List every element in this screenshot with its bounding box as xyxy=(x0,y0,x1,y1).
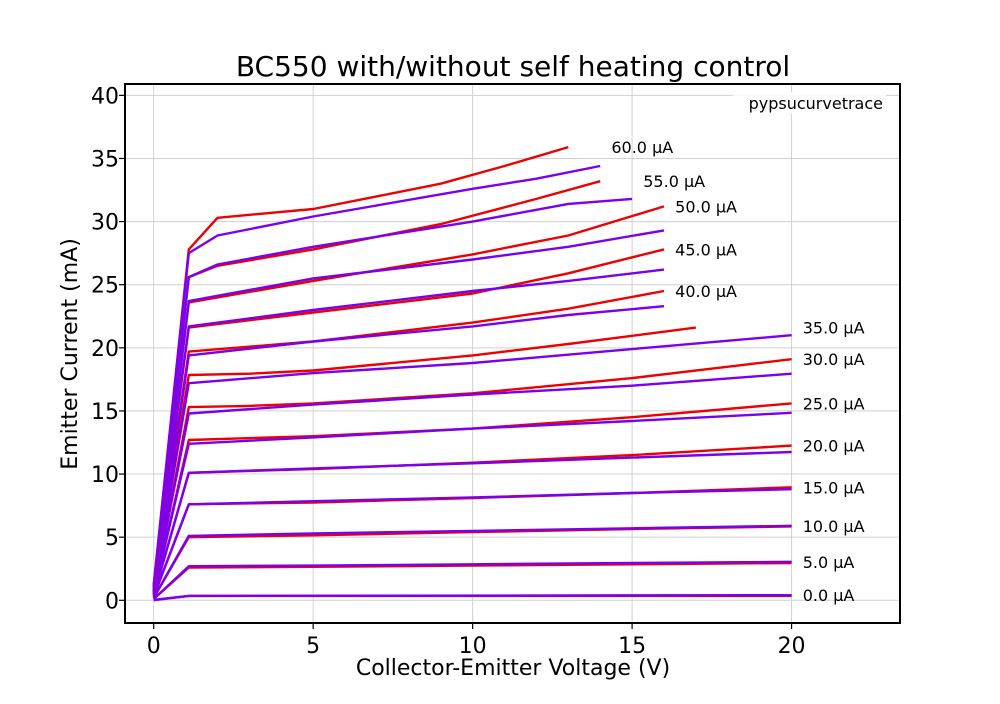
curve-with-control xyxy=(152,145,569,586)
curve-without-control xyxy=(152,411,792,595)
y-tick-label: 30 xyxy=(91,211,119,236)
curve-label: 45.0 µA xyxy=(675,240,737,259)
curve-without-control xyxy=(152,372,792,593)
y-axis-label: Emitter Current (mA) xyxy=(58,238,83,470)
watermark-label: pypsucurvetrace xyxy=(749,94,883,113)
curve-label: 50.0 µA xyxy=(675,197,737,216)
curve-without-control xyxy=(152,305,665,591)
x-tick-label: 5 xyxy=(306,634,320,659)
x-tick-label: 10 xyxy=(459,634,487,659)
curve-label: 35.0 µA xyxy=(803,319,865,338)
curve-label: 10.0 µA xyxy=(803,517,865,536)
curve-with-control xyxy=(152,248,665,590)
plot-frame xyxy=(124,83,901,624)
curve-without-control xyxy=(152,229,665,588)
x-tick-label: 15 xyxy=(618,634,646,659)
curve-without-control xyxy=(152,164,601,586)
curve-without-control xyxy=(152,334,792,592)
y-tick-label: 25 xyxy=(91,274,119,299)
y-tick-label: 0 xyxy=(105,589,119,614)
curve-without-control xyxy=(152,560,792,600)
curve-without-control xyxy=(152,268,665,590)
series-labels: 0.0 µA 5.0 µA 10.0 µA 15.0 µA 20.0 µA 25.0 µA… xyxy=(611,138,864,605)
curve-without-control xyxy=(152,197,633,587)
curve-label: 55.0 µA xyxy=(643,172,705,191)
watermark-box xyxy=(733,92,886,114)
curve-label: 20.0 µA xyxy=(803,437,865,456)
x-tick-label: 0 xyxy=(147,634,161,659)
y-tick-label: 15 xyxy=(91,400,119,425)
curve-label: 5.0 µA xyxy=(803,553,855,572)
curve-without-control xyxy=(153,594,792,602)
y-tick-label: 5 xyxy=(105,526,119,551)
chart-title: BC550 with/without self heating control xyxy=(236,50,790,83)
y-tick-label: 10 xyxy=(91,463,119,488)
curve-label: 15.0 µA xyxy=(803,478,865,497)
curve-label: 25.0 µA xyxy=(803,394,865,413)
curve-without-control xyxy=(152,524,792,599)
curve-without-control xyxy=(152,450,792,596)
y-tick-label: 20 xyxy=(91,337,119,362)
axis-ticks: 0 5 10 15 20 0 5 10 15 20 25 30 35 40 xyxy=(91,84,806,659)
series-lines xyxy=(152,145,792,602)
curve-with-control xyxy=(152,326,697,592)
curve-label: 0.0 µA xyxy=(803,586,855,605)
curve-label: 30.0 µA xyxy=(803,350,865,369)
x-axis-label: Collector-Emitter Voltage (V) xyxy=(356,656,670,681)
curve-label: 40.0 µA xyxy=(675,282,737,301)
y-tick-label: 35 xyxy=(91,147,119,172)
x-tick-label: 20 xyxy=(778,634,806,659)
curve-label: 60.0 µA xyxy=(611,138,673,157)
curve-without-control xyxy=(152,488,792,597)
y-tick-label: 40 xyxy=(91,84,119,109)
